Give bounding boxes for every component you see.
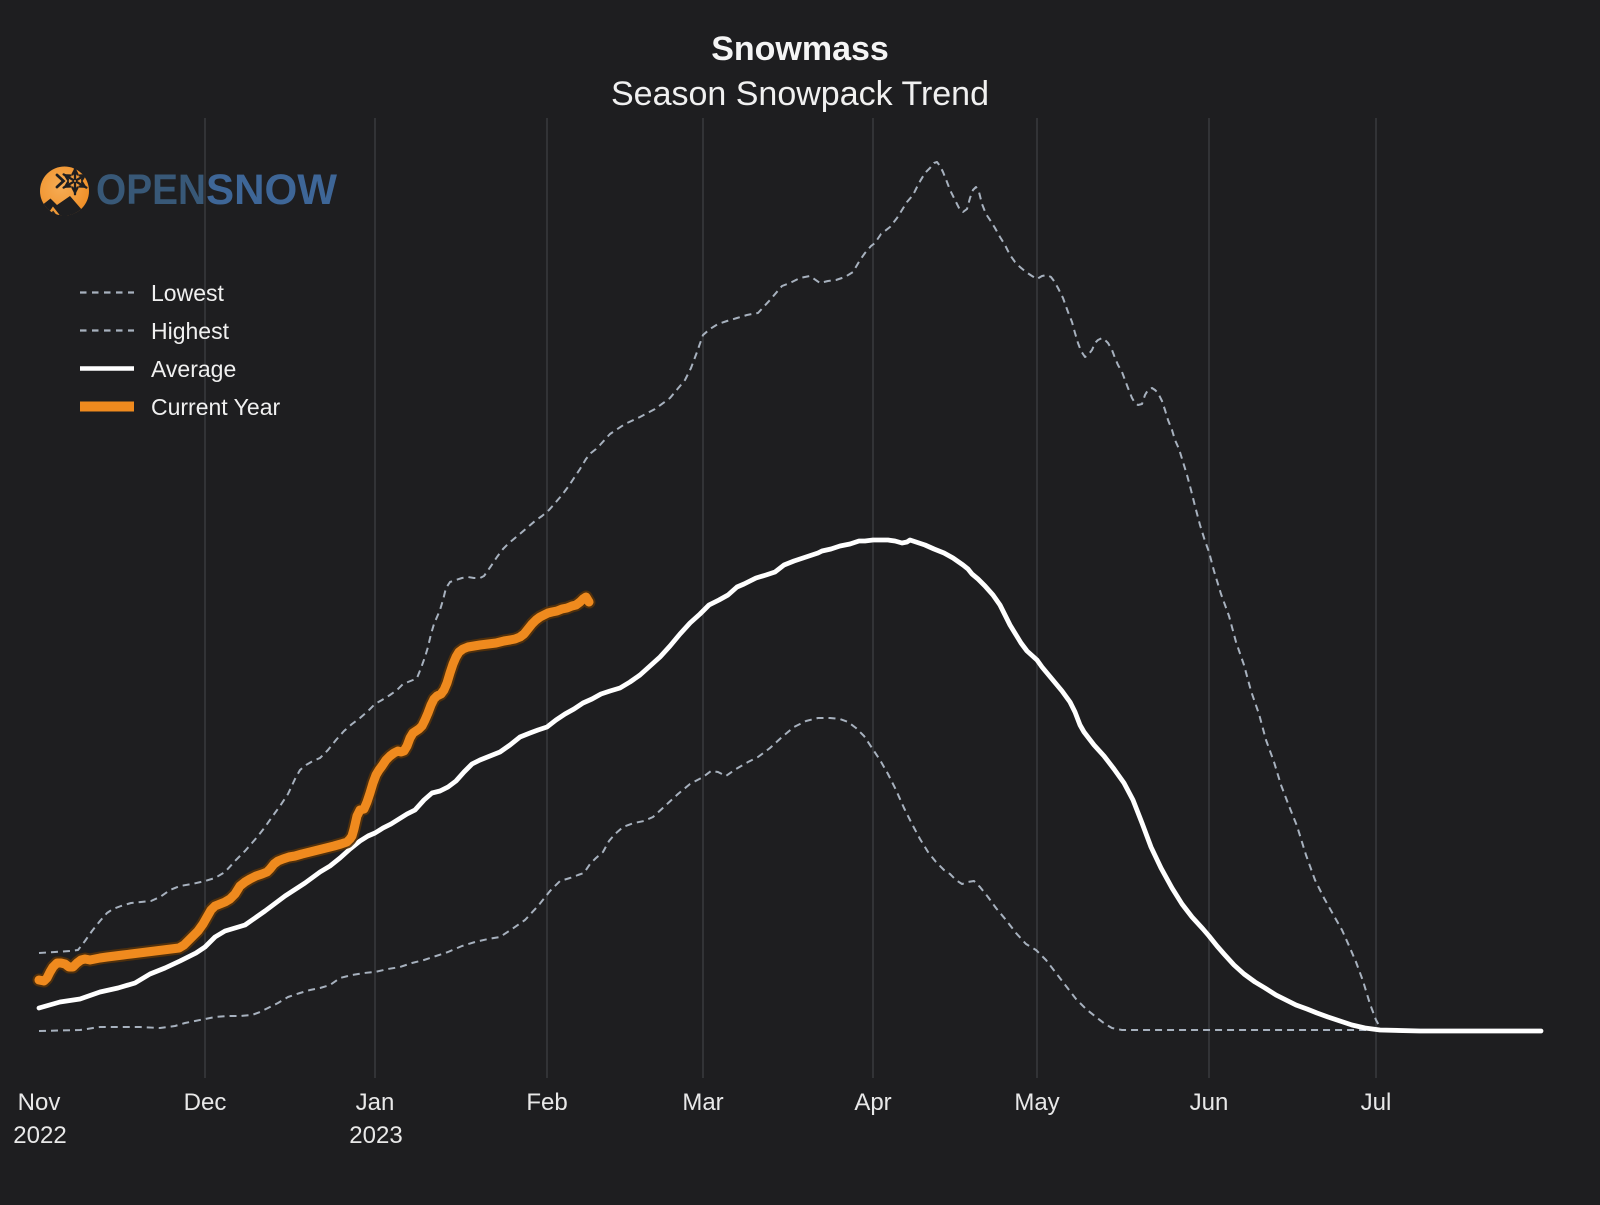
svg-text:Dec: Dec (184, 1089, 227, 1116)
svg-text:Jul: Jul (1361, 1089, 1392, 1116)
svg-text:OPEN: OPEN (96, 166, 206, 214)
svg-text:Jan: Jan (356, 1089, 395, 1116)
svg-text:Jun: Jun (1190, 1089, 1229, 1116)
svg-text:Mar: Mar (682, 1089, 723, 1116)
svg-text:Average: Average (151, 356, 236, 382)
svg-text:May: May (1014, 1089, 1059, 1116)
svg-text:Apr: Apr (854, 1089, 891, 1116)
svg-text:Feb: Feb (526, 1089, 567, 1116)
svg-text:Season Snowpack Trend: Season Snowpack Trend (611, 75, 989, 113)
svg-text:Current Year: Current Year (151, 394, 280, 420)
svg-text:Lowest: Lowest (151, 280, 224, 306)
svg-text:2022: 2022 (13, 1122, 66, 1149)
svg-text:Snowmass: Snowmass (711, 30, 889, 68)
svg-text:SNOW: SNOW (206, 166, 337, 214)
svg-text:2023: 2023 (349, 1122, 402, 1149)
svg-text:Highest: Highest (151, 318, 230, 344)
svg-text:Nov: Nov (18, 1089, 61, 1116)
